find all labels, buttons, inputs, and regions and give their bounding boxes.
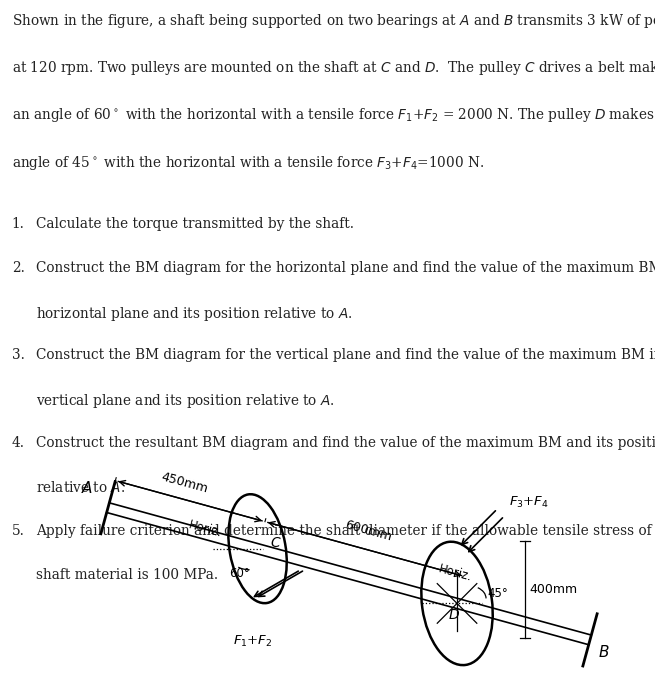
Text: Calculate the torque transmitted by the shaft.: Calculate the torque transmitted by the … [36,217,354,231]
Text: Horiz.: Horiz. [187,518,224,540]
Text: Apply failure criterion and determine the shaft diameter if the allowable tensil: Apply failure criterion and determine th… [36,524,655,538]
Text: Shown in the figure, a shaft being supported on two bearings at $A$ and $B$ tran: Shown in the figure, a shaft being suppo… [12,13,655,30]
Text: 60°: 60° [229,567,250,580]
Text: shaft material is 100 MPa.: shaft material is 100 MPa. [36,568,218,582]
Text: angle of 45$^\circ$ with the horizontal with a tensile force $F_3$+$F_4$=1000 N.: angle of 45$^\circ$ with the horizontal … [12,153,484,172]
Text: Construct the BM diagram for the horizontal plane and find the value of the maxi: Construct the BM diagram for the horizon… [36,261,655,275]
Text: horizontal plane and its position relative to $A$.: horizontal plane and its position relati… [36,304,352,323]
Text: 4.: 4. [12,436,25,450]
Text: relative to $A$.: relative to $A$. [36,480,125,495]
Text: 5.: 5. [12,524,25,538]
Text: $A$: $A$ [81,480,93,496]
Text: Construct the resultant BM diagram and find the value of the maximum BM and its : Construct the resultant BM diagram and f… [36,436,655,450]
Text: $B$: $B$ [598,644,610,660]
Text: 2.: 2. [12,261,25,275]
Text: $C$: $C$ [270,536,281,550]
Text: 450mm: 450mm [160,470,210,496]
Text: at 120 rpm. Two pulleys are mounted on the shaft at $C$ and $D$.  The pulley $C$: at 120 rpm. Two pulleys are mounted on t… [12,60,655,78]
Text: Horiz.: Horiz. [437,563,474,584]
Text: 400mm: 400mm [529,583,577,596]
Text: 1.: 1. [12,217,25,231]
Text: vertical plane and its position relative to $A$.: vertical plane and its position relative… [36,392,335,410]
Text: an angle of 60$^\circ$ with the horizontal with a tensile force $F_1$+$F_2$ = 20: an angle of 60$^\circ$ with the horizont… [12,106,655,125]
Text: $D$: $D$ [448,608,460,622]
Text: 600mm: 600mm [343,518,393,544]
Text: 45°: 45° [487,587,508,600]
Text: $F_3$+$F_4$: $F_3$+$F_4$ [509,496,549,510]
Text: 3.: 3. [12,349,25,363]
Text: $F_1$+$F_2$: $F_1$+$F_2$ [233,634,272,649]
Text: Construct the BM diagram for the vertical plane and find the value of the maximu: Construct the BM diagram for the vertica… [36,349,655,363]
